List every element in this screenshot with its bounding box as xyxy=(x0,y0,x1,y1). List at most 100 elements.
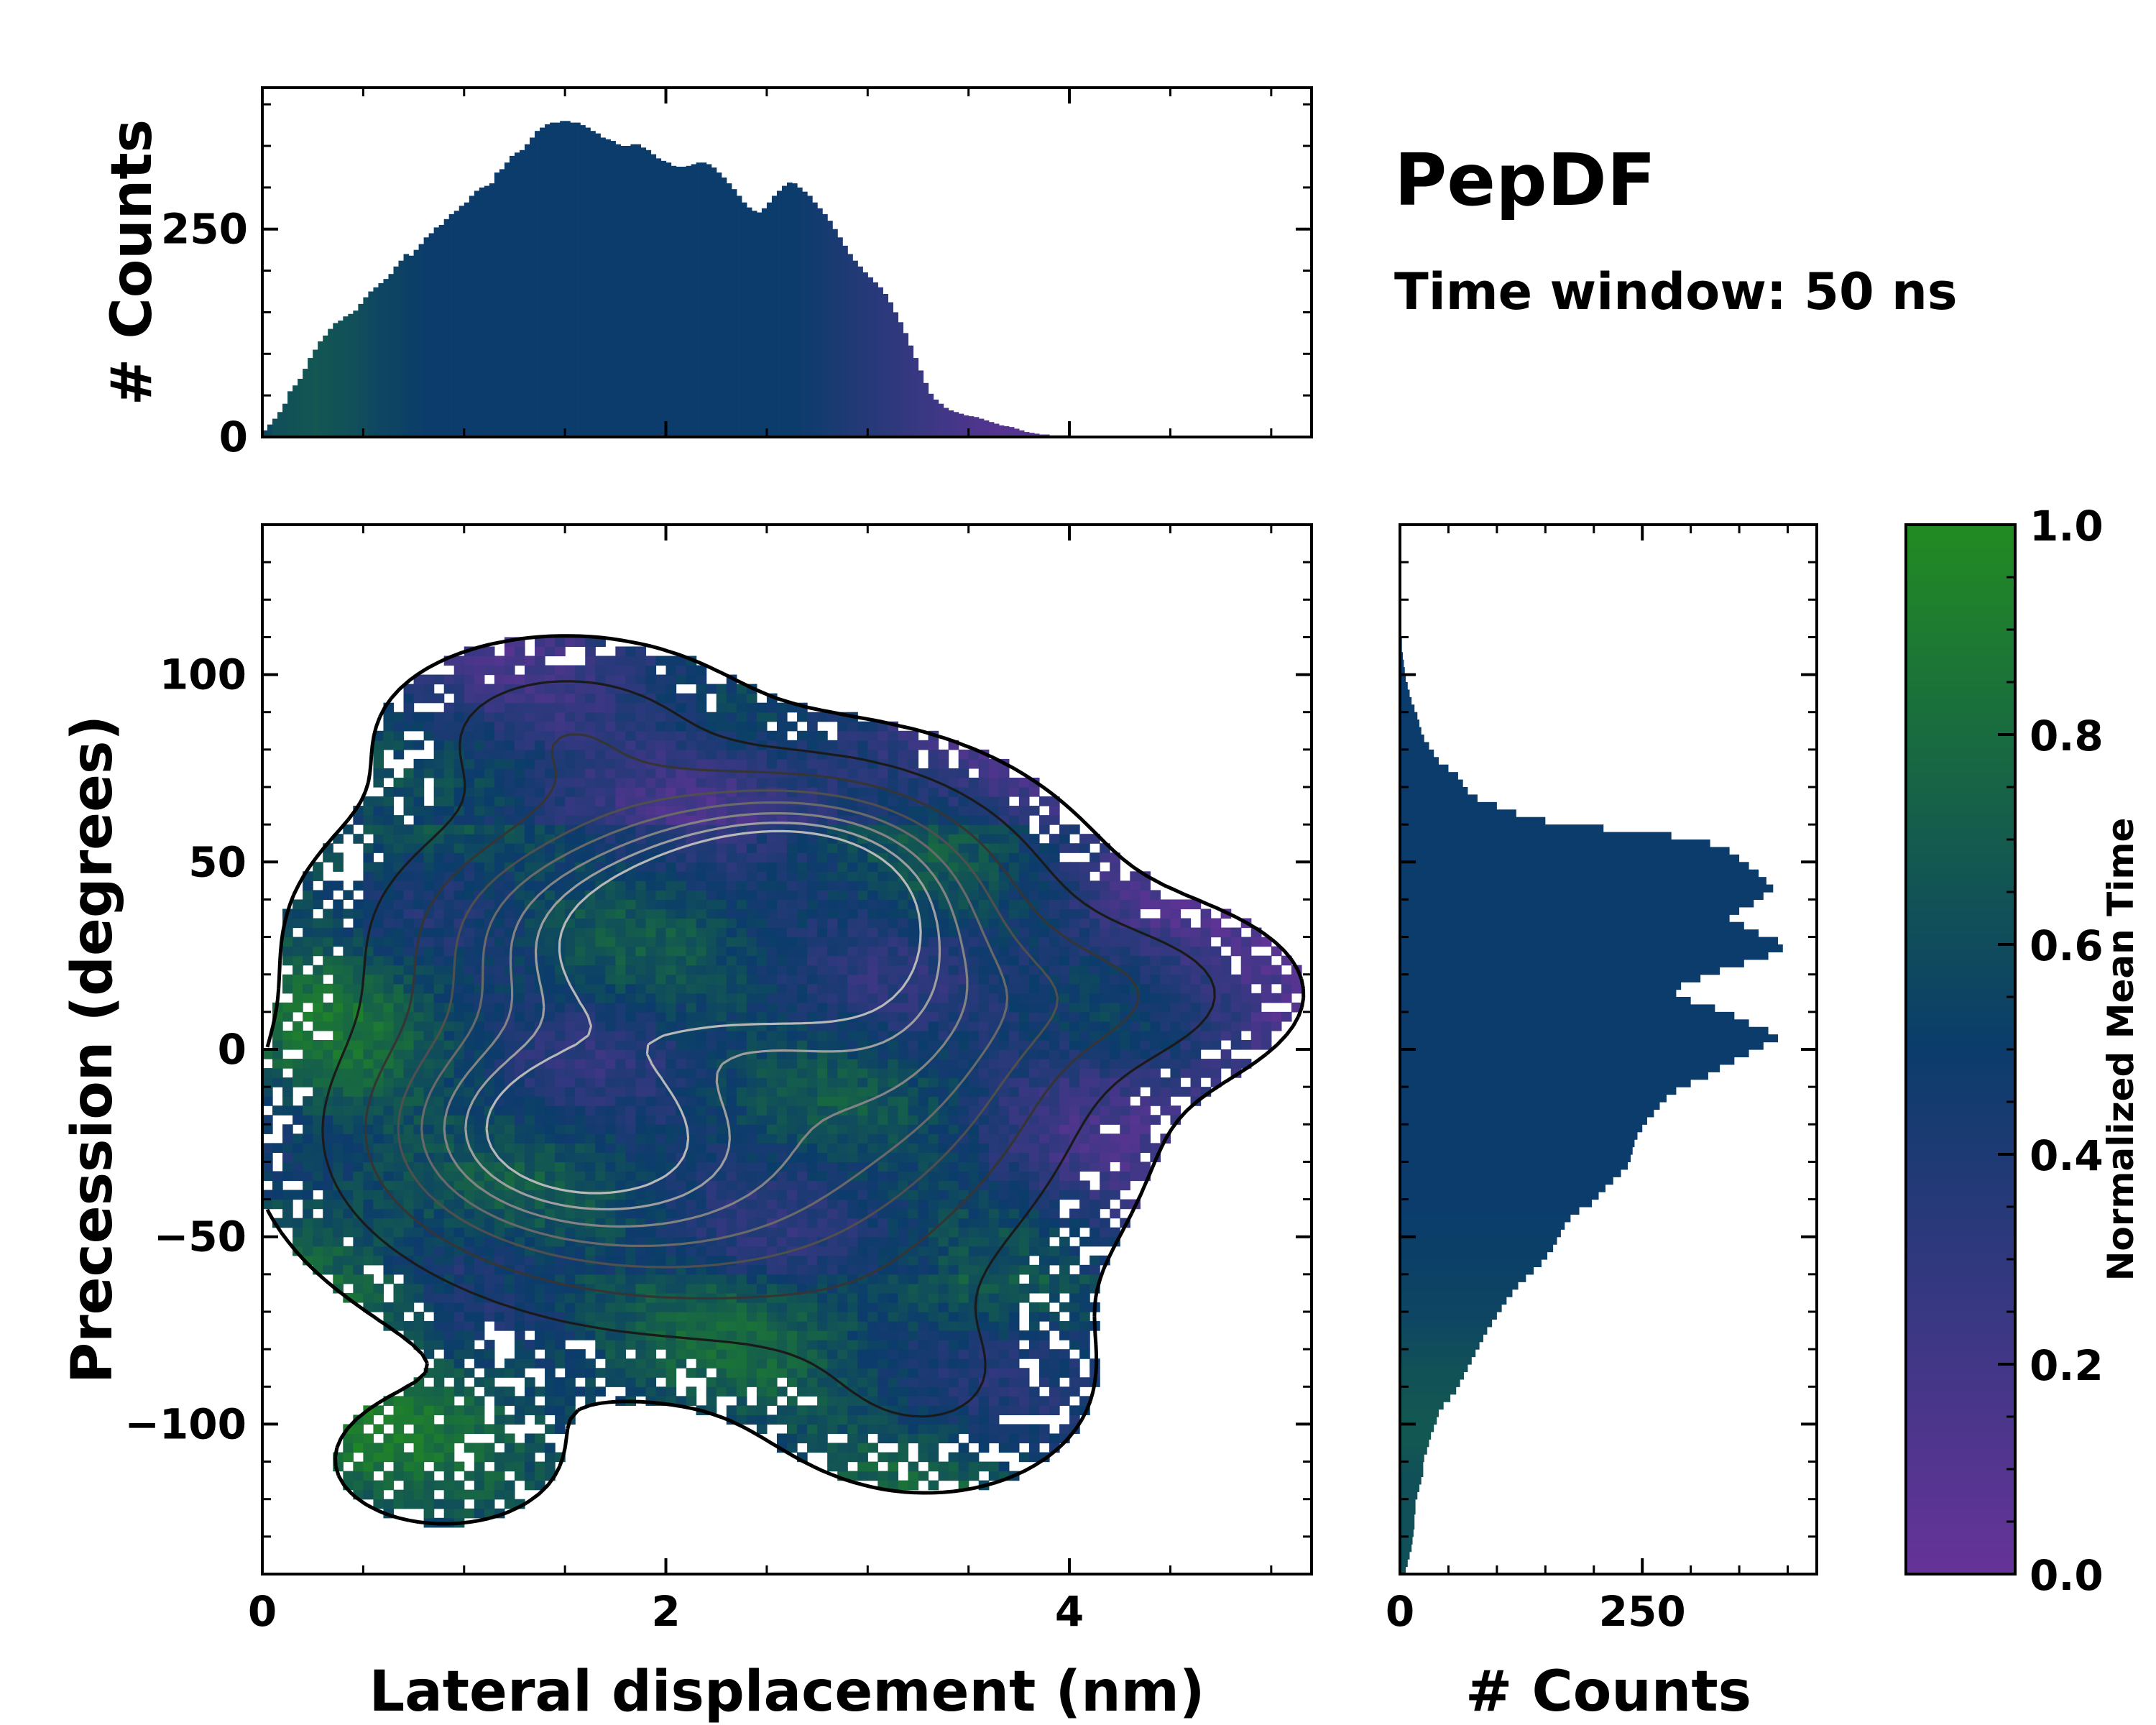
heatmap-cell xyxy=(716,937,727,947)
heatmap-cell xyxy=(625,927,637,938)
heatmap-cell xyxy=(1038,1105,1050,1116)
heatmap-cell xyxy=(565,1124,576,1134)
heatmap-cell xyxy=(787,983,798,994)
heatmap-cell xyxy=(958,1283,969,1294)
heatmap-cell xyxy=(827,1396,838,1406)
heatmap-cell xyxy=(595,983,606,994)
heatmap-cell xyxy=(968,1162,980,1172)
heatmap-cell xyxy=(443,1171,455,1182)
heatmap-cell xyxy=(565,1180,576,1191)
heatmap-cell xyxy=(988,1471,1000,1481)
heatmap-cell xyxy=(736,918,747,929)
heatmap-cell xyxy=(1120,983,1130,994)
heatmap-cell xyxy=(262,1049,273,1059)
heatmap-cell xyxy=(847,1236,858,1247)
heatmap-cell xyxy=(787,1358,798,1368)
heatmap-cell xyxy=(867,1059,878,1069)
heatmap-cell xyxy=(363,1011,374,1022)
heatmap-cell xyxy=(918,1180,929,1191)
heatmap-cell xyxy=(343,1218,354,1228)
heatmap-cell xyxy=(555,1274,566,1284)
heatmap-cell xyxy=(645,1162,657,1172)
heatmap-cell xyxy=(443,1340,455,1350)
heatmap-cell xyxy=(766,1162,778,1172)
heatmap-cell xyxy=(535,1171,545,1182)
heatmap-cell xyxy=(918,1424,929,1435)
heatmap-cell xyxy=(1170,993,1181,1003)
heatmap-cell xyxy=(595,1124,606,1134)
heatmap-cell xyxy=(706,1396,717,1406)
heatmap-cell xyxy=(948,974,959,985)
heatmap-cell xyxy=(797,1152,808,1163)
heatmap-cell xyxy=(514,1414,525,1425)
heatmap-cell xyxy=(1110,1002,1120,1013)
heatmap-cell xyxy=(595,1077,606,1087)
heatmap-cell xyxy=(292,1039,303,1050)
heatmap-cell xyxy=(766,937,778,947)
heatmap-cell xyxy=(1250,955,1262,966)
heatmap-cell xyxy=(1100,974,1110,985)
heatmap-cell xyxy=(867,1049,878,1059)
heatmap-cell xyxy=(888,1171,899,1182)
heatmap-cell xyxy=(464,918,475,929)
heatmap-cell xyxy=(333,1246,344,1256)
heatmap-cell xyxy=(1150,1030,1161,1041)
heatmap-cell xyxy=(686,1312,697,1322)
heatmap-cell xyxy=(665,937,677,947)
heatmap-cell xyxy=(756,1330,768,1340)
heatmap-cell xyxy=(857,1180,868,1191)
heatmap-cell xyxy=(827,1292,838,1303)
heatmap-cell xyxy=(484,1358,495,1368)
heatmap-cell xyxy=(1180,937,1192,947)
heatmap-cell xyxy=(575,1115,586,1125)
heatmap-cell xyxy=(817,1021,828,1031)
heatmap-cell xyxy=(504,1190,515,1200)
heatmap-cell xyxy=(1100,965,1110,975)
heatmap-cell xyxy=(847,1358,858,1368)
heatmap-cell xyxy=(908,1255,919,1266)
heatmap-cell xyxy=(1170,1030,1181,1041)
heatmap-cell xyxy=(686,983,697,994)
heatmap-cell xyxy=(726,1264,737,1275)
top-histogram-bar xyxy=(706,164,712,437)
heatmap-cell xyxy=(413,1321,425,1331)
heatmap-cell xyxy=(464,1152,475,1163)
heatmap-cell xyxy=(726,1368,737,1378)
heatmap-cell xyxy=(1059,918,1070,929)
heatmap-cell xyxy=(898,1368,909,1378)
heatmap-cell xyxy=(958,1443,969,1453)
heatmap-cell xyxy=(1130,1021,1141,1031)
heatmap-cell xyxy=(565,927,576,938)
heatmap-cell xyxy=(585,983,596,994)
heatmap-cell xyxy=(565,1162,576,1172)
heatmap-cell xyxy=(413,1283,425,1294)
heatmap-cell xyxy=(504,1312,515,1322)
heatmap-cell xyxy=(716,1312,727,1322)
heatmap-cell xyxy=(323,1199,333,1210)
heatmap-cell xyxy=(686,1218,697,1228)
heatmap-cell xyxy=(888,1162,899,1172)
heatmap-cell xyxy=(423,1021,435,1031)
heatmap-cell xyxy=(585,1292,596,1303)
heatmap-cell xyxy=(1038,1171,1050,1182)
heatmap-cell xyxy=(1079,955,1090,966)
heatmap-cell xyxy=(605,955,616,966)
heatmap-cell xyxy=(766,1358,778,1368)
heatmap-cell xyxy=(898,1377,909,1387)
heatmap-cell xyxy=(605,1021,616,1031)
heatmap-cell xyxy=(1250,965,1262,975)
heatmap-cell xyxy=(575,1386,586,1397)
heatmap-cell xyxy=(686,1302,697,1312)
heatmap-cell xyxy=(978,1236,990,1247)
heatmap-cell xyxy=(484,974,495,985)
heatmap-cell xyxy=(1038,1255,1050,1266)
heatmap-cell xyxy=(625,1227,637,1238)
heatmap-cell xyxy=(696,1255,707,1266)
heatmap-cell xyxy=(1220,955,1232,966)
heatmap-cell xyxy=(918,993,929,1003)
heatmap-cell xyxy=(817,1227,828,1238)
heatmap-cell xyxy=(998,1368,1010,1378)
heatmap-cell xyxy=(535,1096,545,1106)
top-histogram-bar xyxy=(459,206,465,437)
heatmap-cell xyxy=(756,1424,768,1435)
